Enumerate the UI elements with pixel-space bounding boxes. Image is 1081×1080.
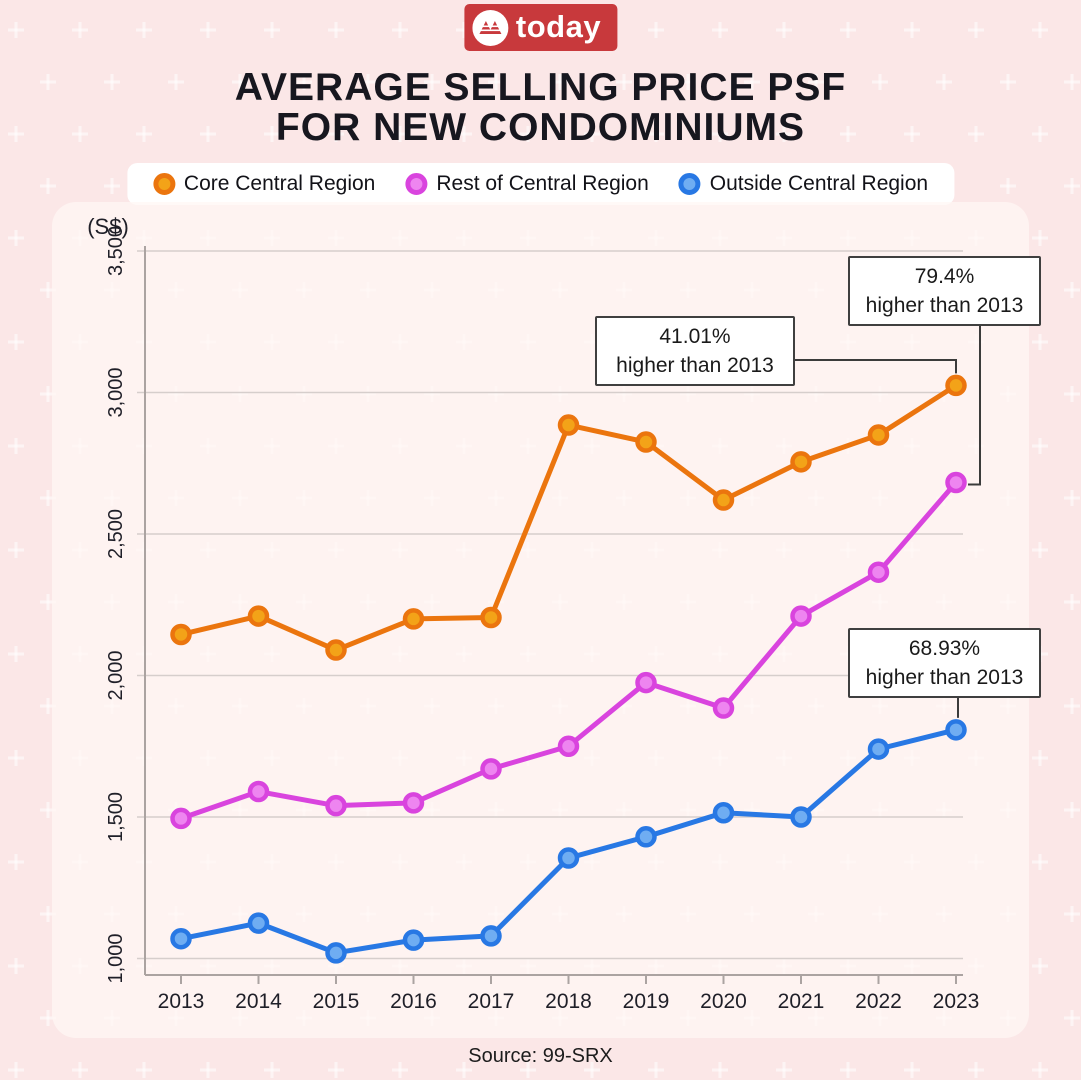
- data-point-rest-of-central-region-2013: [170, 807, 192, 830]
- data-point-rest-of-central-region-2023: [945, 471, 967, 494]
- source-credit: Source: 99-SRX: [468, 1045, 613, 1067]
- data-point-outside-central-region-2022: [867, 738, 890, 760]
- annotation-connector: [795, 359, 957, 374]
- data-point-core-central-region-2021: [790, 451, 812, 473]
- legend-item-rest-central: Rest of Central Region: [405, 172, 649, 196]
- data-point-outside-central-region-2023: [945, 719, 967, 741]
- annotation-caption: higher than 2013: [865, 294, 1024, 317]
- today-mountains-icon: [471, 9, 508, 46]
- logo-brand-text: today: [515, 8, 602, 44]
- x-tick-label: 2023: [933, 990, 980, 1013]
- y-tick-label: 3,000: [105, 367, 127, 417]
- data-point-rest-of-central-region-2018: [557, 735, 580, 757]
- title-line-1: AVERAGE SELLING PRICE PSF: [234, 66, 847, 109]
- series-line-outside-central-region: [180, 727, 957, 956]
- legend-label: Core Central Region: [183, 172, 376, 195]
- data-point-core-central-region-2014: [247, 605, 270, 627]
- title-line-2: FOR NEW CONDOMINIUMS: [275, 106, 806, 149]
- legend-label: Rest of Central Region: [436, 172, 649, 195]
- x-tick-label: 2014: [235, 990, 282, 1013]
- x-tick-label: 2013: [158, 990, 205, 1013]
- data-point-core-central-region-2019: [635, 431, 657, 453]
- annotation-core-central-2023: 41.01% higher than 2013: [595, 316, 795, 386]
- data-point-rest-of-central-region-2022: [867, 561, 890, 583]
- data-point-core-central-region-2022: [867, 424, 890, 446]
- legend-dot-rest-central: [405, 173, 428, 195]
- x-tick-label: 2016: [390, 990, 437, 1013]
- data-point-core-central-region-2023: [945, 374, 967, 397]
- y-tick-label: 2,000: [105, 650, 127, 700]
- data-point-outside-central-region-2013: [170, 927, 192, 950]
- y-tick-label: 3,500: [105, 226, 127, 276]
- annotation-caption: higher than 2013: [616, 354, 774, 377]
- data-point-core-central-region-2016: [402, 608, 425, 630]
- chart-panel: 1,000 1,500 2,000 2,500 3,000 3,500 2013 2014 20…: [52, 202, 1041, 1038]
- page-title: AVERAGE SELLING PRICE PSF FOR NEW CONDOM…: [0, 68, 1081, 148]
- y-tick-label: 2,500: [105, 509, 127, 559]
- x-tick-label: 2019: [623, 990, 670, 1013]
- chart-legend: Core Central Region Rest of Central Regi…: [126, 163, 955, 205]
- data-point-outside-central-region-2015: [325, 942, 347, 964]
- annotation-connector: [968, 324, 981, 486]
- data-point-core-central-region-2018: [557, 414, 580, 436]
- data-point-core-central-region-2015: [325, 639, 347, 661]
- annotation-rest-central-2023: 79.4% higher than 2013: [848, 256, 1041, 326]
- x-tick-label: 2015: [313, 990, 360, 1013]
- annotation-value: 79.4%: [914, 265, 975, 288]
- data-point-outside-central-region-2014: [247, 912, 270, 934]
- data-point-rest-of-central-region-2015: [325, 794, 347, 817]
- series-line-rest-of-central-region: [180, 480, 958, 821]
- data-point-rest-of-central-region-2017: [480, 758, 502, 780]
- y-tick-label: 1,500: [105, 792, 127, 842]
- data-point-rest-of-central-region-2014: [247, 780, 270, 803]
- data-point-outside-central-region-2019: [635, 826, 657, 848]
- data-point-rest-of-central-region-2020: [712, 697, 735, 719]
- data-point-outside-central-region-2020: [712, 802, 735, 824]
- x-tick-label: 2020: [700, 990, 747, 1013]
- annotation-caption: higher than 2013: [865, 666, 1024, 689]
- data-point-outside-central-region-2016: [402, 929, 425, 951]
- x-tick-label: 2018: [545, 990, 592, 1013]
- data-point-core-central-region-2017: [480, 606, 502, 629]
- data-point-core-central-region-2013: [170, 623, 192, 646]
- annotation-value: 68.93%: [908, 637, 981, 660]
- data-point-outside-central-region-2018: [557, 847, 580, 869]
- data-point-core-central-region-2020: [712, 489, 735, 511]
- y-axis-unit-label: (S$): [87, 214, 129, 239]
- x-tick-label: 2017: [468, 990, 515, 1013]
- legend-dot-outside-central: [678, 173, 701, 195]
- data-point-rest-of-central-region-2021: [790, 605, 812, 627]
- data-point-rest-of-central-region-2019: [635, 671, 657, 694]
- x-tick-label: 2022: [855, 990, 902, 1013]
- data-point-outside-central-region-2021: [790, 806, 812, 828]
- annotation-value: 41.01%: [659, 325, 731, 348]
- data-point-outside-central-region-2017: [480, 925, 502, 947]
- line-chart: 1,000 1,500 2,000 2,500 3,000 3,500 2013 2014 20…: [87, 214, 981, 1013]
- legend-item-outside-central: Outside Central Region: [678, 172, 929, 196]
- legend-item-core-central: Core Central Region: [152, 172, 376, 196]
- x-tick-label: 2021: [778, 990, 825, 1013]
- legend-label: Outside Central Region: [709, 172, 929, 195]
- data-point-rest-of-central-region-2016: [402, 792, 425, 814]
- annotation-outside-central-2023: 68.93% higher than 2013: [848, 628, 1041, 698]
- legend-dot-core-central: [152, 173, 175, 195]
- today-logo: today: [463, 4, 618, 51]
- y-tick-label: 1,000: [105, 933, 127, 983]
